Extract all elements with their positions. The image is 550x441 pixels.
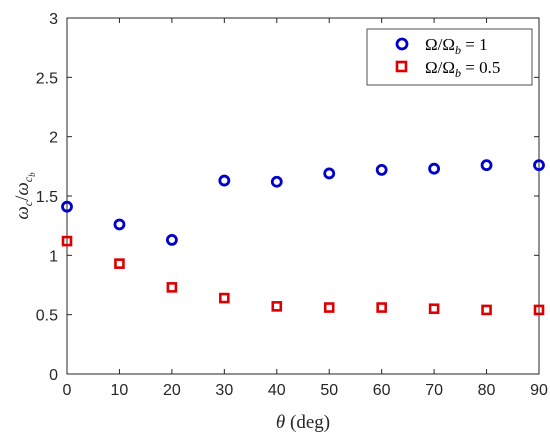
data-point-series-1: [61, 200, 73, 213]
x-tick-label: 50: [320, 382, 338, 399]
legend: Ω/Ωb = 1 Ω/Ωb = 0.5: [366, 28, 533, 86]
data-point-series-1: [480, 159, 493, 172]
data-point-series-2: [481, 304, 492, 316]
x-tick-label: 40: [268, 382, 286, 399]
axis-ticks: 0 10 20 30 40 50 60 70 80 90 0 0.5 1 1.5 2 2.5 3: [36, 11, 548, 399]
data-point-series-1: [323, 167, 336, 180]
data-point-series-2: [114, 258, 125, 269]
data-point-series-2: [428, 303, 440, 315]
y-tick-label: 0: [49, 367, 58, 384]
y-tick-label: 2.5: [36, 70, 58, 87]
data-point-series-2: [219, 292, 230, 304]
legend-marker-series-2: [395, 60, 408, 73]
x-axis-label: θ (deg): [276, 412, 330, 433]
data-point-series-1: [113, 218, 126, 231]
legend-box: [366, 28, 533, 86]
x-tick-label: 0: [63, 382, 72, 399]
y-tick-label: 1.5: [36, 189, 58, 206]
data-point-series-1: [375, 163, 388, 176]
x-tick-label: 30: [215, 382, 233, 399]
data-point-series-2: [533, 304, 545, 316]
data-point-series-2: [323, 302, 335, 313]
data-point-series-2: [271, 301, 283, 312]
y-tick-label: 2: [49, 130, 58, 147]
x-tick-label: 80: [478, 382, 496, 399]
y-tick-label: 3: [49, 11, 58, 28]
data-point-series-2: [61, 235, 73, 247]
legend-marker-series-1: [395, 37, 409, 51]
data-point-series-1: [533, 159, 545, 172]
data-point-series-1: [428, 162, 441, 175]
data-point-series-2: [166, 282, 178, 293]
y-axis-label: ωc/ωcb: [12, 172, 37, 220]
legend-label-series-2: Ω/Ωb = 0.5: [425, 58, 500, 80]
x-tick-label: 20: [163, 382, 181, 399]
legend-label-series-1: Ω/Ωb = 1: [425, 35, 488, 57]
x-tick-label: 60: [373, 382, 391, 399]
y-tick-label: 1: [49, 248, 58, 265]
x-tick-label: 70: [425, 382, 443, 399]
data-point-series-2: [376, 302, 387, 313]
x-tick-label: 10: [111, 382, 129, 399]
y-tick-label: 0.5: [36, 308, 58, 325]
data-point-series-1: [270, 175, 283, 188]
data-points: [61, 159, 545, 316]
data-point-series-1: [165, 234, 178, 246]
data-point-series-1: [218, 174, 231, 187]
x-tick-label: 90: [530, 382, 548, 399]
